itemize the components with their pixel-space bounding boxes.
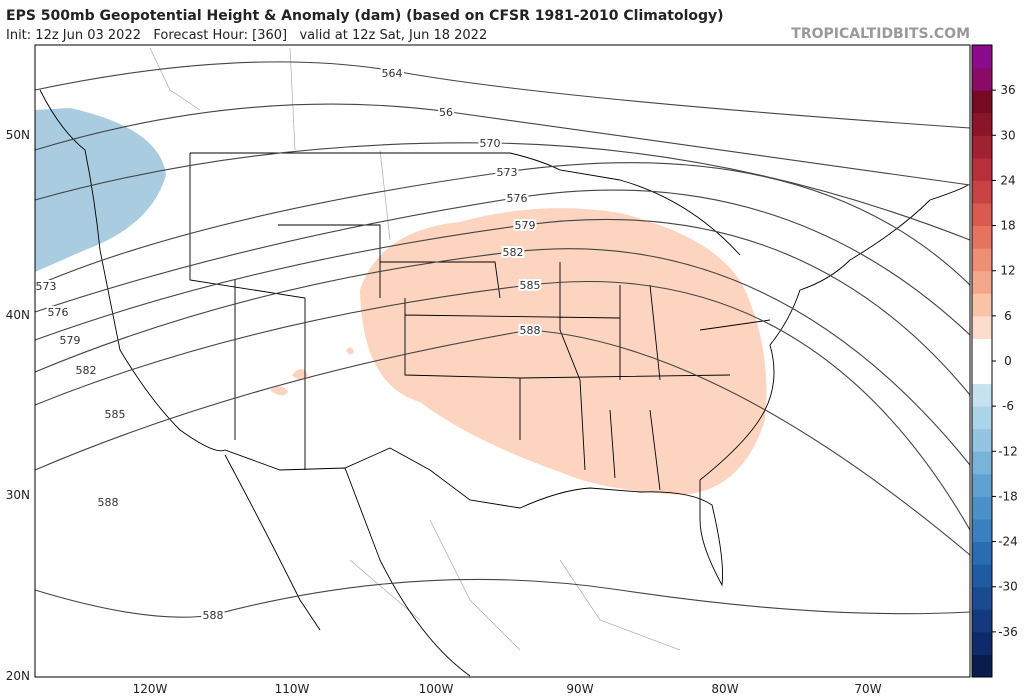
contour-label: 585 [105,408,126,421]
lon-label: 90W [566,682,593,696]
color-band [972,361,992,385]
contour [34,578,971,618]
contour-label: 564 [382,67,403,80]
contour [34,329,971,556]
map-frame [34,44,971,678]
color-band [972,180,992,204]
contour [34,281,971,531]
lon-label: 70W [854,682,881,696]
watermark: TROPICALTIDBITS.COM [791,26,970,42]
color-band [972,112,992,136]
color-band [972,270,992,294]
lon-label: 110W [275,682,310,696]
positive-anomaly [270,347,354,396]
color-band [972,45,992,69]
contour [34,103,971,186]
contour [34,61,971,129]
color-band [972,519,992,543]
color-band [972,90,992,114]
colorbar-label: 30 [1000,128,1015,142]
lon-label: 80W [711,682,738,696]
color-band [972,315,992,339]
colorbar-label: 36 [1000,83,1015,97]
colorbar: 36 30 24 18 12 6 0 -6 -12 -18 -24 -30 -36 [971,44,1018,678]
color-band [972,451,992,475]
lon-label: 100W [419,682,454,696]
color-band [972,67,992,91]
title: EPS 500mb Geopotential Height & Anomaly … [6,8,724,24]
colorbar-label: -24 [998,535,1018,549]
contour-label: 588 [520,324,541,337]
lat-label: 20N [6,669,30,683]
color-band [972,157,992,181]
colorbar-label: -36 [998,625,1018,639]
positive-anomaly [360,208,767,495]
color-band [972,135,992,159]
colorbar-label: 6 [1004,309,1012,323]
contour-label: 56 [439,106,453,119]
colorbar-label: -18 [998,489,1018,503]
lat-label: 40N [6,308,30,322]
borders [149,47,681,651]
contour-label: 573 [36,280,57,293]
color-band [972,541,992,565]
coastlines-and-states [39,89,969,677]
colorbar-label: -30 [998,580,1018,594]
contour [34,248,971,466]
colorbar-label: -12 [998,444,1018,458]
contour [34,142,971,241]
contour-label: 570 [480,137,501,150]
lat-label: 50N [6,128,30,142]
color-band [972,293,992,317]
colorbar-label: 18 [1000,219,1015,233]
color-band [972,428,992,452]
lon-label: 120W [133,682,168,696]
color-band [972,609,992,633]
contour-label: 579 [515,219,536,232]
contour-label: 576 [507,192,528,205]
contour [34,218,971,396]
color-band [972,654,992,678]
contour-label: 585 [520,279,541,292]
contour-label: 573 [497,166,518,179]
color-band [972,338,992,362]
contour-label: 579 [60,334,81,347]
map: 564 56 570 573 576 579 582 585 588 573 5… [34,44,971,678]
contour-label: 576 [48,306,69,319]
color-band [972,248,992,272]
colorbar-label: 24 [1000,173,1015,187]
negative-anomaly [35,108,166,272]
contour-label: 588 [98,496,119,509]
contour [34,162,971,287]
contour-label: 582 [503,246,524,259]
contour-label: 588 [203,609,224,622]
colorbar-label: -6 [1002,399,1014,413]
color-band [972,383,992,407]
color-band [972,564,992,588]
color-band [972,631,992,655]
colorbar-label: 12 [1000,264,1015,278]
contour [34,189,971,336]
subtitle: Init: 12z Jun 03 2022 Forecast Hour: [36… [6,28,487,43]
color-band [972,473,992,497]
color-band [972,406,992,430]
lat-label: 30N [6,488,30,502]
color-band [972,496,992,520]
color-band [972,586,992,610]
color-band [972,203,992,227]
contour-label: 582 [76,364,97,377]
colorbar-label: 0 [1004,354,1012,368]
color-band [972,225,992,249]
